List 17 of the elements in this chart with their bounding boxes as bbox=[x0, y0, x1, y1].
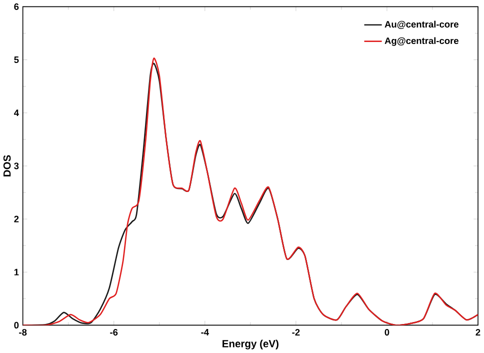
y-tick-label: 1 bbox=[14, 269, 19, 276]
y-tick-label: 6 bbox=[14, 4, 19, 10]
x-tick-label: 0 bbox=[384, 329, 390, 336]
y-tick-label: 2 bbox=[14, 216, 19, 222]
y-axis-title: DOS bbox=[3, 155, 11, 176]
x-tick-label: -2 bbox=[292, 329, 300, 336]
x-tick-label: -8 bbox=[19, 329, 27, 336]
y-tick-label: 5 bbox=[14, 56, 19, 64]
y-tick-label: 3 bbox=[14, 162, 19, 170]
x-tick-label: -6 bbox=[110, 329, 118, 336]
y-tick-label: 4 bbox=[14, 110, 19, 116]
x-axis-title: Energy (eV) bbox=[222, 340, 278, 350]
x-tick-label: 2 bbox=[476, 329, 480, 336]
x-tick-label: -4 bbox=[201, 329, 209, 336]
legend-label: Ag@central-core bbox=[384, 37, 458, 46]
legend-label: Au@central-core bbox=[384, 20, 458, 30]
y-tick-label: 0 bbox=[14, 322, 19, 329]
